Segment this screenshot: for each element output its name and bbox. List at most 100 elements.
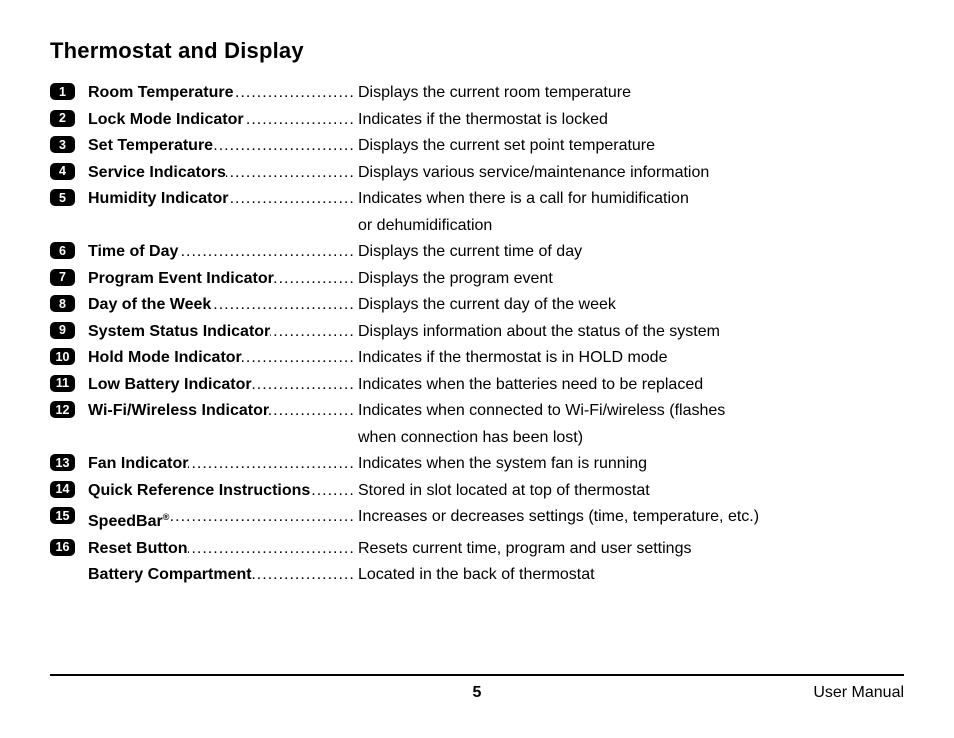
feature-label: Day of the Week <box>88 296 211 313</box>
footer-left <box>50 684 335 702</box>
feature-description: Indicates when the system fan is running <box>358 453 904 475</box>
feature-description: Displays the current day of the week <box>358 294 904 316</box>
badge-column: 5 <box>50 188 88 206</box>
feature-row: 7.......................................… <box>50 268 904 290</box>
feature-row: 11......................................… <box>50 374 904 396</box>
badge-column: 4 <box>50 162 88 180</box>
badge-column: 8 <box>50 294 88 312</box>
label-column: ........................................… <box>88 400 356 422</box>
label-column: ........................................… <box>88 453 356 475</box>
feature-description: Increases or decreases settings (time, t… <box>358 506 904 528</box>
badge-column: 10 <box>50 347 88 365</box>
feature-row: 6.......................................… <box>50 241 904 263</box>
feature-label: Fan Indicator <box>88 455 188 472</box>
badge-column: 2 <box>50 109 88 127</box>
number-badge: 12 <box>50 401 75 418</box>
feature-description: Indicates when there is a call for humid… <box>358 188 904 210</box>
description-column: Resets current time, program and user se… <box>356 538 904 560</box>
number-badge: 10 <box>50 348 75 365</box>
label-column: ........................................… <box>88 162 356 184</box>
feature-label: Set Temperature <box>88 137 213 154</box>
feature-label: Humidity Indicator <box>88 190 228 207</box>
number-badge: 8 <box>50 295 75 312</box>
feature-description: Located in the back of thermostat <box>358 564 904 586</box>
feature-row: 10......................................… <box>50 347 904 369</box>
feature-row: 9.......................................… <box>50 321 904 343</box>
feature-row: 3.......................................… <box>50 135 904 157</box>
number-badge: 13 <box>50 454 75 471</box>
feature-row: 5.......................................… <box>50 188 904 210</box>
badge-column: 9 <box>50 321 88 339</box>
feature-description: Displays the program event <box>358 268 904 290</box>
description-column: Increases or decreases settings (time, t… <box>356 506 904 528</box>
label-column: ........................................… <box>88 188 356 210</box>
feature-label: Room Temperature <box>88 84 234 101</box>
number-badge: 1 <box>50 83 75 100</box>
description-column: Displays the current day of the week <box>356 294 904 316</box>
badge-column: 1 <box>50 82 88 100</box>
feature-description: Displays the current room temperature <box>358 82 904 104</box>
feature-description: Resets current time, program and user se… <box>358 538 904 560</box>
feature-label: Wi-Fi/Wireless Indicator <box>88 402 269 419</box>
label-column: ........................................… <box>88 294 356 316</box>
feature-list: 1.......................................… <box>50 82 904 586</box>
feature-label: Battery Compartment <box>88 566 252 583</box>
page-footer: 5 User Manual <box>50 674 904 702</box>
feature-description: Displays information about the status of… <box>358 321 904 343</box>
feature-description: Displays various service/maintenance inf… <box>358 162 904 184</box>
page-number: 5 <box>335 684 620 702</box>
description-column: Indicates when connected to Wi-Fi/wirele… <box>356 400 904 422</box>
label-column: ........................................… <box>88 564 356 586</box>
feature-row: 12......................................… <box>50 400 904 422</box>
feature-label: Hold Mode Indicator <box>88 349 242 366</box>
label-column: ........................................… <box>88 347 356 369</box>
feature-description: when connection has been lost) <box>358 427 904 449</box>
feature-row: 14......................................… <box>50 480 904 502</box>
feature-label: Time of Day <box>88 243 178 260</box>
number-badge: 16 <box>50 539 75 556</box>
feature-description: Displays the current set point temperatu… <box>358 135 904 157</box>
label-superscript: ® <box>163 512 170 522</box>
footer-row: 5 User Manual <box>50 684 904 702</box>
label-column: ........................................… <box>88 480 356 502</box>
feature-description: Indicates if the thermostat is in HOLD m… <box>358 347 904 369</box>
feature-row: 8.......................................… <box>50 294 904 316</box>
feature-row-continuation: when connection has been lost) <box>50 427 904 449</box>
feature-label: Reset Button <box>88 540 188 557</box>
feature-description: Indicates if the thermostat is locked <box>358 109 904 131</box>
doc-title: User Manual <box>619 684 904 702</box>
badge-column: 3 <box>50 135 88 153</box>
description-column: Indicates if the thermostat is in HOLD m… <box>356 347 904 369</box>
feature-label: Lock Mode Indicator <box>88 111 244 128</box>
feature-description: Stored in slot located at top of thermos… <box>358 480 904 502</box>
description-column: Located in the back of thermostat <box>356 564 904 586</box>
feature-label: System Status Indicator <box>88 323 270 340</box>
number-badge: 14 <box>50 481 75 498</box>
number-badge: 6 <box>50 242 75 259</box>
feature-row: 2.......................................… <box>50 109 904 131</box>
description-column: Indicates if the thermostat is locked <box>356 109 904 131</box>
feature-description: Displays the current time of day <box>358 241 904 263</box>
description-column: Displays the program event <box>356 268 904 290</box>
number-badge: 7 <box>50 269 75 286</box>
badge-column <box>50 564 88 565</box>
description-column: Indicates when the system fan is running <box>356 453 904 475</box>
number-badge: 5 <box>50 189 75 206</box>
manual-page: Thermostat and Display 1................… <box>0 0 954 738</box>
feature-description: or dehumidification <box>358 215 904 237</box>
feature-row: ........................................… <box>50 564 904 586</box>
badge-column: 15 <box>50 506 88 524</box>
footer-rule <box>50 674 904 676</box>
feature-description: Indicates when the batteries need to be … <box>358 374 904 396</box>
section-title: Thermostat and Display <box>50 38 904 64</box>
number-badge: 2 <box>50 110 75 127</box>
badge-column: 12 <box>50 400 88 418</box>
description-column: or dehumidification <box>356 215 904 237</box>
badge-column: 13 <box>50 453 88 471</box>
feature-row: 4.......................................… <box>50 162 904 184</box>
badge-column: 7 <box>50 268 88 286</box>
description-column: Displays the current room temperature <box>356 82 904 104</box>
label-column: ........................................… <box>88 109 356 131</box>
feature-label: Service Indicators <box>88 164 226 181</box>
feature-description: Indicates when connected to Wi-Fi/wirele… <box>358 400 904 422</box>
